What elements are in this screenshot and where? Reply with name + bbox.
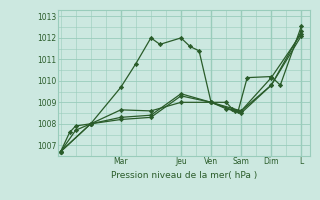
X-axis label: Pression niveau de la mer( hPa ): Pression niveau de la mer( hPa ) xyxy=(111,171,257,180)
